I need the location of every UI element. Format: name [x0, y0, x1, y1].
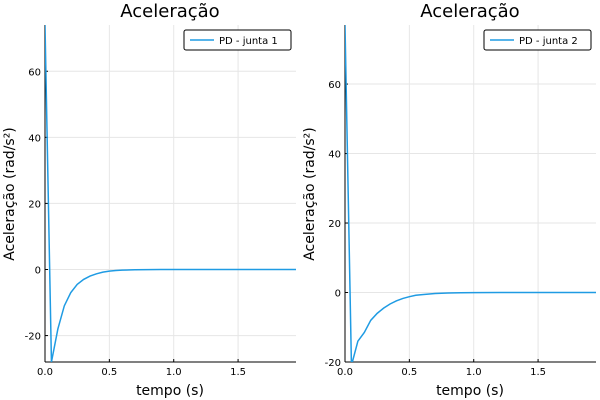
chart-panel-junta-2: Aceleração tempo (s) Aceleração (rad/s²)… [302, 1, 596, 399]
y-tick-label: -20 [25, 332, 41, 343]
series-line [345, 25, 596, 362]
x-tick-label: 1.5 [530, 367, 546, 378]
series-line [45, 25, 296, 362]
y-tick-label: 0 [35, 265, 41, 276]
legend: PD - junta 1 [183, 29, 292, 51]
x-tick-label: 1.5 [230, 367, 246, 378]
y-tick-label: 20 [28, 199, 41, 210]
x-axis-label: tempo (s) [136, 383, 204, 399]
x-tick-label: 1.0 [466, 367, 482, 378]
y-tick-label: -20 [325, 358, 341, 369]
x-axis-label: tempo (s) [436, 383, 504, 399]
y-tick-label: 20 [328, 219, 341, 230]
y-tick-label: 60 [328, 80, 341, 91]
x-tick-label: 0.5 [401, 367, 417, 378]
y-axis-label: Aceleração (rad/s²) [302, 127, 318, 261]
legend-label: PD - junta 2 [519, 36, 578, 47]
x-tick-label: 0.0 [337, 367, 353, 378]
legend-label: PD - junta 1 [219, 36, 278, 47]
chart-title: Aceleração [120, 1, 219, 22]
y-tick-label: 40 [28, 133, 41, 144]
x-tick-label: 0.0 [37, 367, 53, 378]
x-tick-label: 0.5 [101, 367, 117, 378]
chart-title: Aceleração [420, 1, 519, 22]
chart-panel-juntal-1: Aceleração tempo (s) Aceleração (rad/s²)… [2, 1, 296, 399]
y-tick-label: 0 [335, 289, 341, 300]
legend-box [183, 29, 292, 51]
x-tick-label: 1.0 [166, 367, 182, 378]
y-tick-label: 60 [28, 67, 41, 78]
legend: PD - junta 2 [483, 29, 592, 51]
y-axis-label: Aceleração (rad/s²) [2, 127, 18, 261]
legend-box [483, 29, 592, 51]
y-tick-label: 40 [328, 150, 341, 161]
